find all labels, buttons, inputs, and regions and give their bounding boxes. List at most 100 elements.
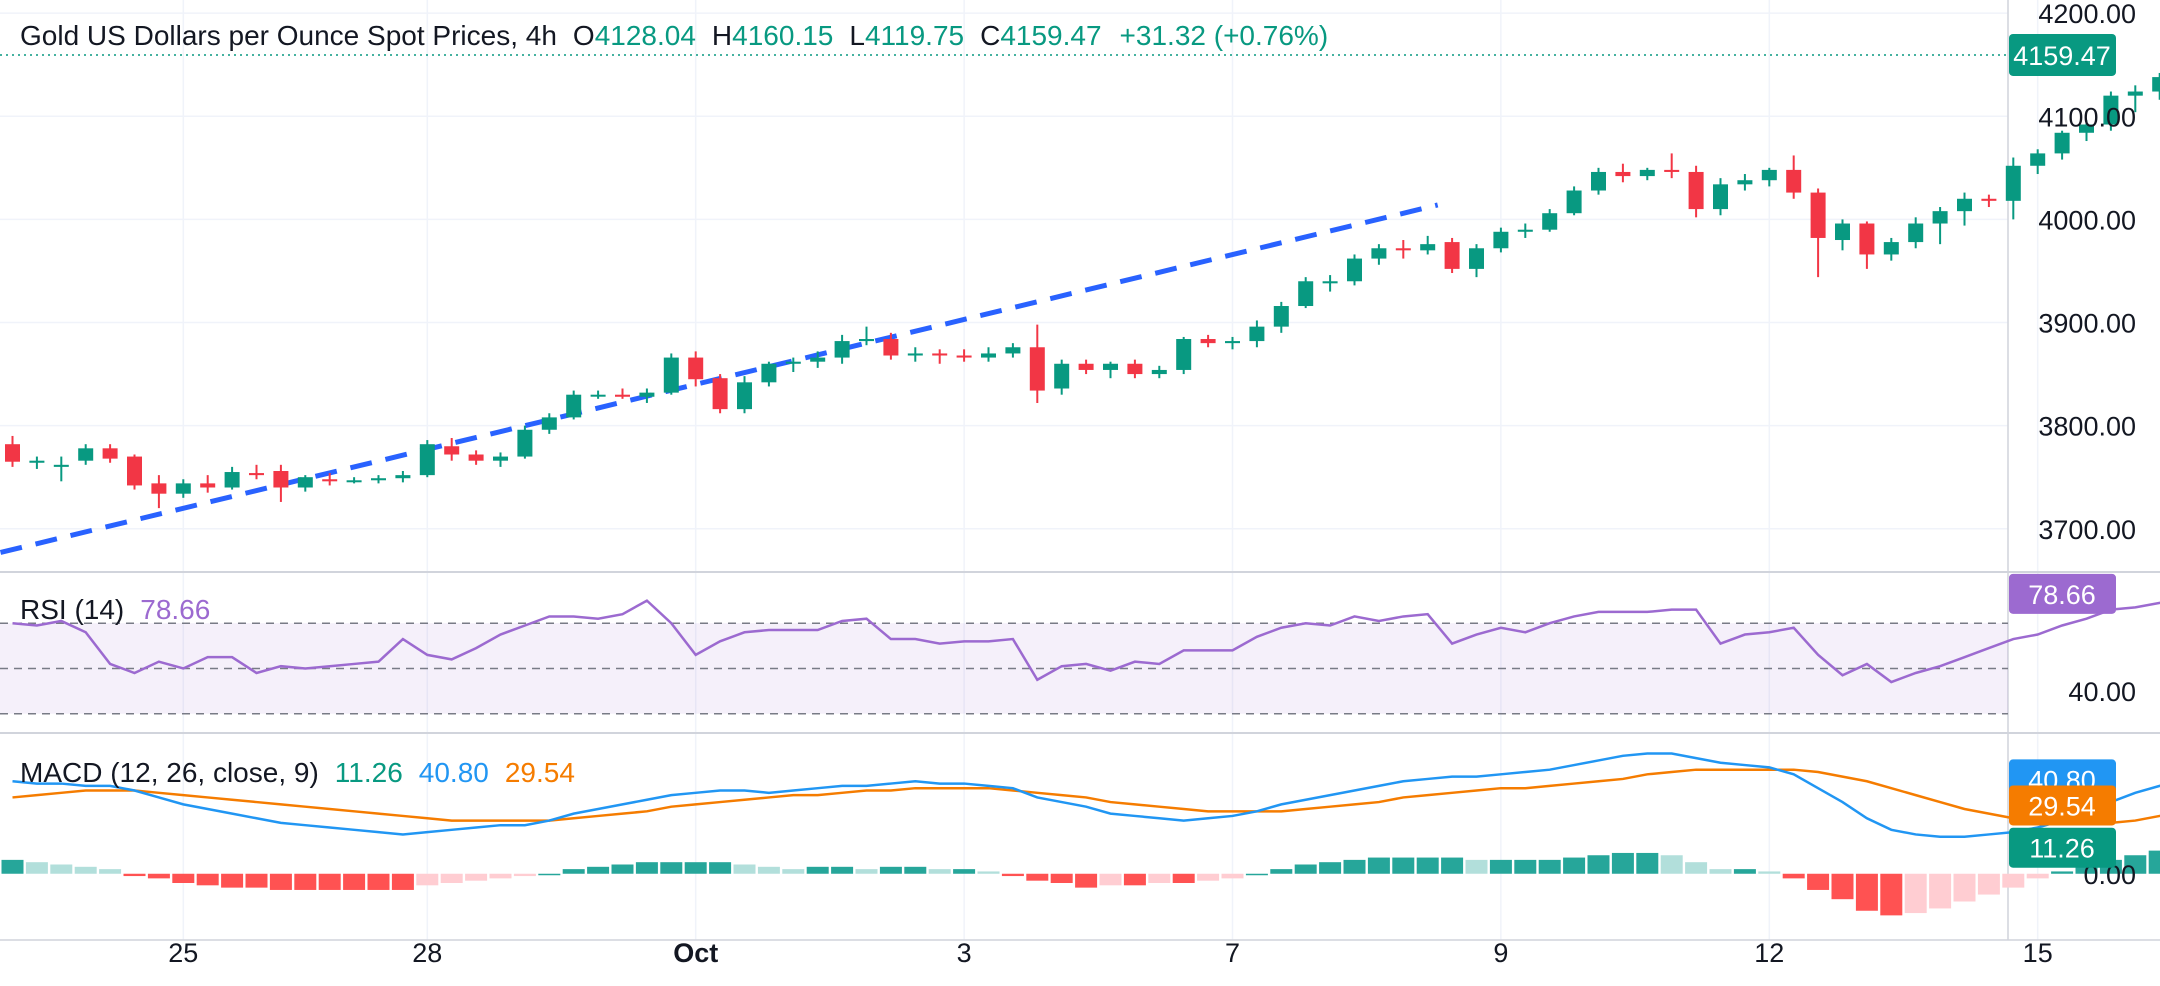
candle-up (175, 483, 191, 494)
macd-histogram-bar (831, 866, 854, 874)
macd-histogram-bar (2051, 871, 2074, 874)
macd-histogram-badge-label: 11.26 (2029, 834, 2095, 864)
candle-up (1420, 244, 1436, 251)
macd-histogram-bar (660, 862, 683, 874)
macd-histogram-bar (1880, 873, 1903, 916)
candle-up (761, 363, 777, 383)
candle-down (1127, 363, 1143, 375)
candle-up (2030, 153, 2046, 166)
candle-down (883, 339, 899, 356)
candle-up (2054, 132, 2070, 154)
price-candles (0, 54, 2160, 509)
rsi-line (12, 599, 2160, 684)
time-tick-label: 12 (1754, 938, 1784, 968)
legend-high-label: H (711, 20, 733, 51)
macd-histogram-bar (1197, 873, 1220, 881)
candle-up (1932, 211, 1948, 224)
candle-up (1883, 242, 1899, 255)
macd-histogram-bar (1660, 855, 1683, 874)
candle-up (2152, 77, 2160, 92)
candle-up (346, 480, 362, 483)
rsi-tick-label: 40.00 (2068, 677, 2136, 707)
macd-histogram-bar (513, 873, 536, 877)
legend-low-label: L (849, 20, 865, 51)
candle-down (200, 483, 216, 488)
candle-up (1347, 258, 1362, 282)
candle-up (78, 448, 94, 461)
time-tick-label: 3 (957, 938, 972, 968)
candle-up (1493, 231, 1509, 249)
candle-up (1249, 326, 1265, 342)
candle-down (322, 479, 338, 482)
price-tick-label: 3700.00 (2038, 515, 2136, 545)
macd-histogram-bar (221, 873, 244, 888)
candle-down (688, 357, 704, 380)
macd-histogram-bar (1563, 857, 1586, 874)
price-tick-label: 3800.00 (2038, 412, 2136, 442)
candle-up (1151, 369, 1167, 375)
candle-down (1200, 339, 1216, 344)
macd-histogram-bar (1172, 873, 1195, 883)
candle-down (712, 378, 728, 410)
candle-up (395, 475, 411, 479)
candle-up (1737, 180, 1753, 185)
macd-histogram-bar (1343, 859, 1366, 874)
macd-histogram-bar (440, 873, 463, 883)
candle-up (1225, 341, 1240, 344)
macd-line (12, 752, 2160, 838)
macd-histogram-bar (1123, 873, 1146, 886)
candle-up (1761, 169, 1777, 181)
candle-down (1981, 198, 1997, 201)
candle-up (2005, 165, 2021, 201)
rsi-value-badge-label: 78.66 (2028, 580, 2096, 610)
candle-down (956, 355, 972, 358)
candle-up (590, 394, 606, 397)
candle-down (249, 473, 264, 476)
candle-up (1371, 248, 1387, 259)
macd-histogram-bar (587, 866, 610, 874)
last-price-badge-label: 4159.47 (2013, 41, 2111, 71)
candle-down (273, 471, 289, 488)
candle-up (1835, 223, 1850, 241)
macd-histogram-bar (294, 873, 317, 890)
price-tick-label: 4100.00 (2038, 102, 2136, 132)
price-tick-label: 4000.00 (2038, 205, 2136, 235)
candle-up (2103, 95, 2119, 125)
axes: 4200.00 4100.00 4000.00 3900.00 3800.00 3700.… (168, 0, 2136, 968)
macd-histogram-bar (977, 871, 1000, 874)
macd-histogram-bar (74, 866, 97, 874)
macd-histogram-bar (2075, 864, 2098, 874)
candle-up (2127, 91, 2143, 96)
macd-histogram-bar (757, 866, 780, 874)
candle-up (541, 417, 557, 430)
candle-up (1176, 339, 1192, 370)
macd-histogram-bar (1392, 857, 1415, 874)
macd-histogram-bar (196, 873, 219, 886)
macd-histogram-bar (733, 864, 756, 874)
candle-up (1005, 347, 1021, 354)
macd-histogram-bar (1294, 864, 1317, 874)
macd-label: MACD (12, 26, close, 9) (20, 757, 319, 788)
macd-histogram-bar (50, 864, 73, 874)
macd-histogram-bar (1855, 873, 1878, 911)
candle-up (493, 456, 508, 461)
macd-histogram-bar (343, 873, 366, 890)
candle-up (1054, 363, 1070, 389)
macd-histogram-bar (538, 873, 561, 876)
candle-down (444, 446, 460, 455)
macd-histogram-bar (1001, 873, 1024, 877)
macd-histogram-bar (928, 869, 951, 874)
candle-up (859, 339, 874, 342)
macd-histogram-bar (879, 866, 902, 874)
macd-histogram-bar (1636, 852, 1659, 874)
candle-down (615, 394, 630, 397)
macd-histogram-bar (1099, 873, 1122, 886)
candle-up (2079, 124, 2094, 133)
time-tick-label: 9 (1493, 938, 1508, 968)
candle-down (151, 483, 167, 494)
candle-up (834, 341, 850, 358)
macd-histogram-bar (1465, 859, 1488, 874)
candle-up (1273, 306, 1289, 327)
macd-histogram-bar (416, 873, 439, 886)
macd-signal-badge (2009, 785, 2116, 826)
